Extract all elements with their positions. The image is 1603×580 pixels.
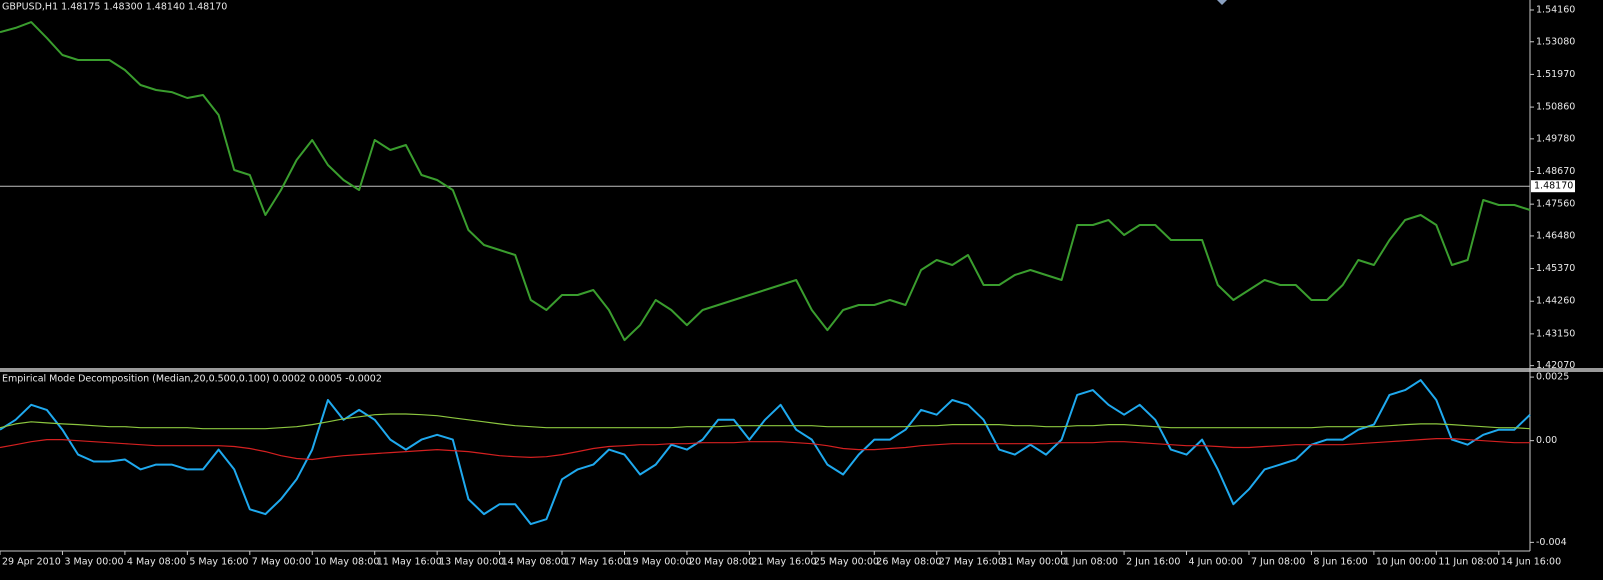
x-tick-label: 7 Jun 08:00	[1251, 557, 1305, 568]
x-tick-label: 5 May 16:00	[189, 557, 248, 568]
series-line	[0, 21, 1531, 342]
current-price-box	[1531, 180, 1575, 193]
x-tick-label: 14 May 08:00	[502, 557, 567, 568]
current-price-label: 1.48170	[1534, 181, 1573, 192]
y-tick-label: 1.45370	[1536, 263, 1575, 274]
y-tick-label: 1.49780	[1536, 133, 1575, 144]
marker	[1217, 0, 1227, 5]
series-line	[0, 413, 1531, 430]
y-tick-label: 1.51970	[1536, 69, 1575, 80]
series-line	[0, 438, 1530, 461]
x-tick-label: 10 Jun 00:00	[1376, 557, 1436, 568]
x-tick-label: 11 Jun 08:00	[1438, 557, 1498, 568]
pane-separator	[1530, 368, 1603, 372]
x-tick-label: 29 Apr 2010	[2, 557, 61, 568]
x-tick-label: 10 May 08:00	[314, 557, 379, 568]
x-tick-label: 7 May 00:00	[252, 557, 311, 568]
x-tick-label: 2 Jun 16:00	[1126, 557, 1180, 568]
x-tick-label: 11 May 16:00	[377, 557, 442, 568]
y-tick-label: -0.004	[1536, 537, 1567, 548]
y-tick-label: 1.50860	[1536, 102, 1575, 113]
x-tick-label: 21 May 16:00	[751, 557, 816, 568]
x-tick-label: 27 May 16:00	[939, 557, 1004, 568]
x-tick-label: 8 Jun 16:00	[1313, 557, 1367, 568]
x-tick-label: 13 May 00:00	[439, 557, 504, 568]
y-tick-label: 1.47560	[1536, 199, 1575, 210]
x-tick-label: 19 May 00:00	[626, 557, 691, 568]
y-tick-label: 1.46480	[1536, 230, 1575, 241]
pane-separator	[0, 368, 1530, 372]
x-tick-label: 1 Jun 08:00	[1064, 557, 1118, 568]
pane-title: GBPUSD,H1 1.48175 1.48300 1.48140 1.4817…	[2, 2, 227, 13]
y-tick-label: 1.43150	[1536, 328, 1575, 339]
x-tick-label: 25 May 00:00	[814, 557, 879, 568]
y-tick-label: 1.53080	[1536, 36, 1575, 47]
y-tick-label: 1.42070	[1536, 360, 1575, 371]
x-tick-label: 26 May 08:00	[876, 557, 941, 568]
x-tick-label: 31 May 00:00	[1001, 557, 1066, 568]
y-tick-label: 1.54160	[1536, 5, 1575, 16]
x-tick-label: 3 May 00:00	[64, 557, 123, 568]
y-tick-label: 0.00	[1536, 435, 1557, 446]
x-tick-label: 17 May 16:00	[564, 557, 629, 568]
x-tick-label: 14 Jun 16:00	[1501, 557, 1561, 568]
pane-title: Empirical Mode Decomposition (Median,20,…	[2, 374, 382, 385]
x-tick-label: 4 May 08:00	[127, 557, 186, 568]
y-tick-label: 0.0025	[1536, 372, 1569, 383]
x-tick-label: 4 Jun 00:00	[1189, 557, 1243, 568]
y-tick-label: 1.48670	[1536, 166, 1575, 177]
y-tick-label: 1.44260	[1536, 296, 1575, 307]
x-tick-label: 20 May 08:00	[689, 557, 754, 568]
series-line	[0, 379, 1531, 526]
